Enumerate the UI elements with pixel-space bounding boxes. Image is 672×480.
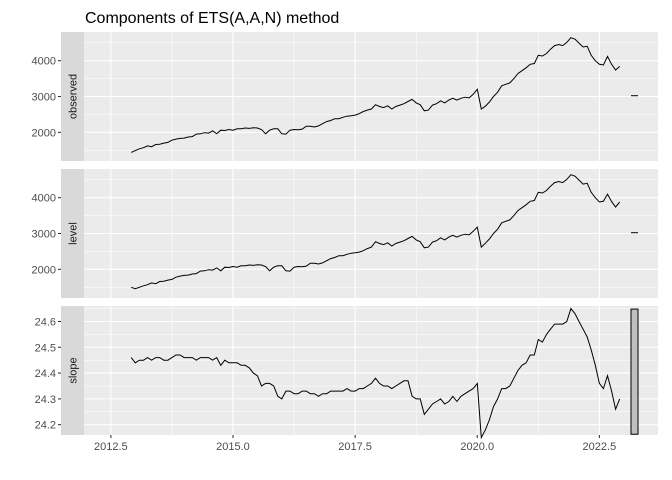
y-tick-label: 3000	[32, 229, 56, 241]
x-tick-label: 2015.0	[216, 441, 250, 453]
y-tick-label: 24.6	[35, 316, 56, 328]
y-tick-label: 4000	[32, 56, 56, 68]
strip-slope	[61, 306, 84, 435]
strip-label-level: level	[68, 222, 80, 245]
strip-label-observed: observed	[68, 74, 80, 119]
x-tick-label: 2022.5	[583, 441, 617, 453]
panel-slope: slope 24.2 24.3 24.4 24.5 24.6	[35, 306, 658, 440]
strip-label-slope: slope	[68, 357, 80, 383]
y-tick-label: 2000	[32, 127, 56, 139]
series-line-slope	[130, 307, 621, 440]
strip-observed	[61, 32, 84, 161]
range-bar-slope	[630, 308, 639, 435]
y-tick-label: 2000	[32, 264, 56, 276]
series-line-level	[131, 174, 621, 290]
chart-title: Components of ETS(A,A,N) method	[85, 10, 339, 27]
y-tick-label: 4000	[32, 193, 56, 205]
x-axis: 2012.5 2015.0 2017.5 2020.0 2022.5	[94, 435, 616, 453]
y-tick-label: 24.3	[35, 394, 56, 406]
panel-level: level 2000 3000 4000	[32, 169, 658, 298]
panel-observed: observed 2000 3000 4000	[32, 32, 658, 161]
strip-level	[61, 169, 84, 298]
x-tick-label: 2020.0	[460, 441, 494, 453]
panel-background	[84, 306, 658, 435]
y-tick-label: 3000	[32, 92, 56, 104]
y-tick-label: 24.5	[35, 342, 56, 354]
x-tick-label: 2012.5	[94, 441, 128, 453]
series-line-observed	[130, 37, 621, 153]
y-tick-label: 24.4	[35, 368, 56, 380]
panels-group: observed 2000 3000 4000 level 2000 3000 4000 slo…	[32, 32, 658, 440]
x-tick-label: 2017.5	[338, 441, 372, 453]
y-tick-label: 24.2	[35, 420, 56, 432]
